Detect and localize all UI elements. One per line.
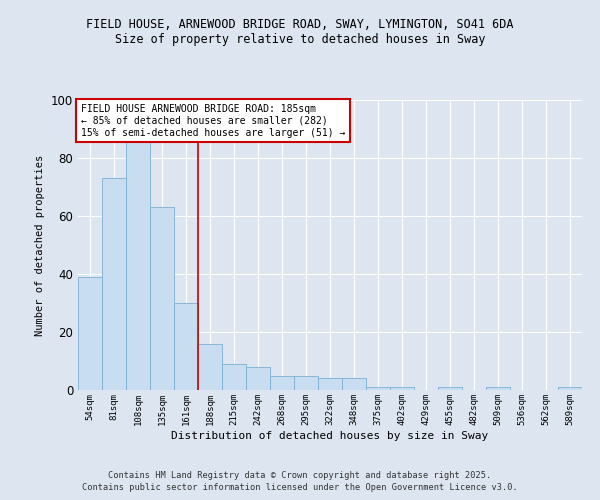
Text: Contains public sector information licensed under the Open Government Licence v3: Contains public sector information licen… xyxy=(82,484,518,492)
Bar xyxy=(390,387,414,390)
Bar xyxy=(174,303,198,390)
Bar xyxy=(318,378,342,390)
Text: FIELD HOUSE ARNEWOOD BRIDGE ROAD: 185sqm
← 85% of detached houses are smaller (2: FIELD HOUSE ARNEWOOD BRIDGE ROAD: 185sqm… xyxy=(80,104,345,138)
Bar xyxy=(438,387,462,390)
Bar xyxy=(150,208,174,390)
Text: Contains HM Land Registry data © Crown copyright and database right 2025.: Contains HM Land Registry data © Crown c… xyxy=(109,471,491,480)
Bar xyxy=(246,367,270,390)
Bar xyxy=(78,277,102,390)
Bar xyxy=(366,387,390,390)
Bar xyxy=(222,364,246,390)
Bar xyxy=(342,378,366,390)
Text: FIELD HOUSE, ARNEWOOD BRIDGE ROAD, SWAY, LYMINGTON, SO41 6DA: FIELD HOUSE, ARNEWOOD BRIDGE ROAD, SWAY,… xyxy=(86,18,514,30)
Bar xyxy=(270,376,294,390)
Y-axis label: Number of detached properties: Number of detached properties xyxy=(35,154,46,336)
Bar xyxy=(486,387,510,390)
Bar xyxy=(198,344,222,390)
Bar xyxy=(294,376,318,390)
X-axis label: Distribution of detached houses by size in Sway: Distribution of detached houses by size … xyxy=(172,430,488,440)
Bar xyxy=(102,178,126,390)
Bar xyxy=(126,126,150,390)
Text: Size of property relative to detached houses in Sway: Size of property relative to detached ho… xyxy=(115,32,485,46)
Bar xyxy=(558,387,582,390)
